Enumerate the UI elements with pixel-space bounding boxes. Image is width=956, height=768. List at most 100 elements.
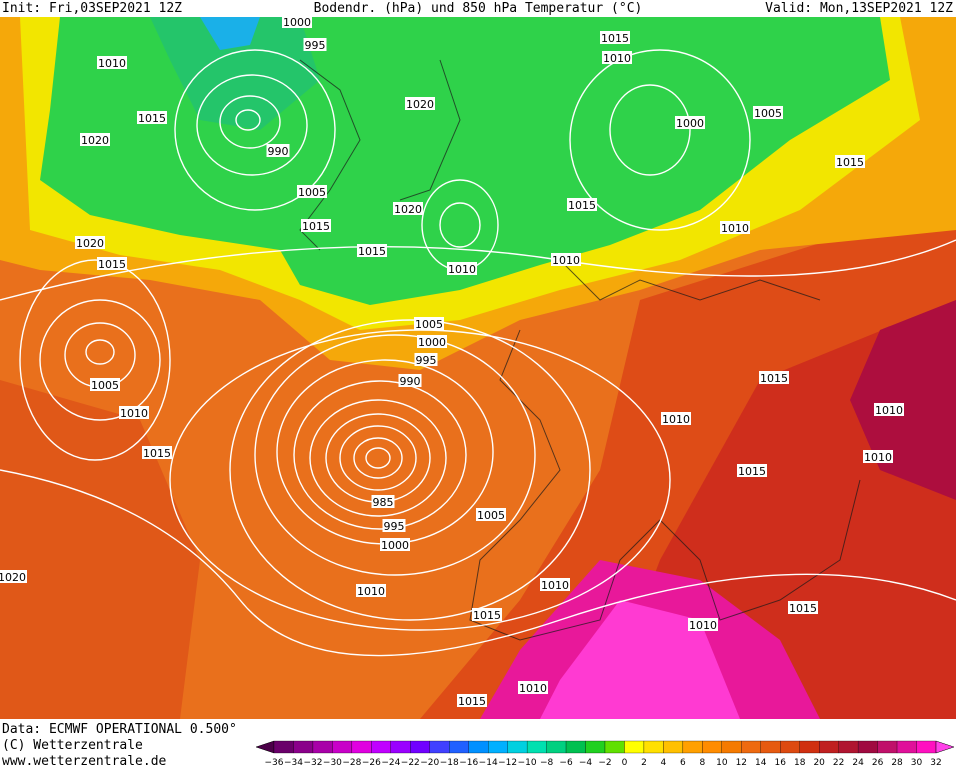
isobar-label-box (303, 38, 327, 51)
colorbar-label: 16 (775, 758, 787, 768)
isobar-label: 1005 (298, 186, 326, 199)
isobar-label: 990 (268, 145, 289, 158)
isobar-label: 1015 (473, 609, 501, 622)
colorbar-label: 18 (794, 758, 806, 768)
colorbar-swatch (565, 740, 586, 754)
colorbar-swatch (702, 740, 722, 754)
colorbar-swatch (721, 740, 742, 754)
isobar-label: 1015 (738, 465, 766, 478)
isobar-label: 1010 (120, 407, 148, 420)
isobar-label-box (97, 56, 127, 69)
isobar-label-box (357, 244, 387, 257)
isobar-label: 1010 (552, 254, 580, 267)
isobar-label: 1005 (477, 509, 505, 522)
colorbar-swatch (799, 740, 820, 754)
map-title: Bodendr. (hPa) und 850 hPa Temperatur (°… (314, 1, 643, 16)
isobar-label-box (688, 618, 718, 631)
isobar-label: 1010 (519, 682, 547, 695)
isobar-label: 990 (400, 375, 421, 388)
colorbar-label: 10 (716, 758, 728, 768)
colorbar-swatch (819, 740, 839, 754)
isobar-label: 1020 (394, 203, 422, 216)
colorbar-swatch (916, 740, 937, 754)
isobar-label-box (720, 221, 750, 234)
isobar-label-box (835, 155, 865, 168)
isobar-label-box (417, 335, 447, 348)
temp-area (200, 17, 260, 50)
isobar-label-box (737, 464, 767, 477)
colorbar: −36 −34 −32 −30 −28 −26 −24 −22 −20 −18 −16 −14 −12−… (255, 740, 955, 768)
colorbar-swatch (760, 740, 781, 754)
temp-area (150, 17, 320, 130)
isobar-label-box (567, 198, 597, 211)
colorbar-label: 2 (641, 758, 647, 768)
isobar-label-box (540, 578, 570, 591)
isobar-label-box (414, 317, 444, 330)
isobar-label-box (788, 601, 818, 614)
isobar-label: 1000 (418, 336, 446, 349)
colorbar-label: −26 (362, 758, 381, 768)
isobar-label: 1015 (358, 245, 386, 258)
colorbar-swatch (449, 740, 469, 754)
isobar-label-box (600, 31, 630, 44)
isobar-label: 1015 (789, 602, 817, 615)
colorbar-swatch (604, 740, 625, 754)
temp-area (0, 380, 200, 719)
colorbar-label: −10 (518, 758, 537, 768)
isobar-label: 1010 (689, 619, 717, 632)
colorbar-swatch (507, 740, 528, 754)
colorbar-label: 12 (736, 758, 747, 768)
isobar-label-box (137, 111, 167, 124)
website: www.wetterzentrale.de (2, 754, 167, 768)
colorbar-label: −24 (381, 758, 400, 768)
coastline (559, 259, 821, 301)
copyright: (C) Wetterzentrale (2, 738, 143, 753)
colorbar-label: 32 (930, 758, 941, 768)
colorbar-swatch (351, 740, 372, 754)
isobar-label-box (297, 185, 327, 198)
colorbar-swatch (896, 740, 917, 754)
colorbar-label: −14 (479, 758, 498, 768)
isobar-label: 1015 (568, 199, 596, 212)
isobar-label: 1015 (760, 372, 788, 385)
isobar-label: 1020 (81, 134, 109, 147)
isobar-label-box (75, 236, 105, 249)
colorbar-label: −4 (579, 758, 593, 768)
colorbar-label: −2 (598, 758, 611, 768)
colorbar-swatch (526, 740, 547, 754)
isobar-label-box (356, 584, 386, 597)
colorbar-arrow-left (255, 740, 275, 754)
colorbar-swatch (838, 740, 859, 754)
isobar-label-box (518, 681, 548, 694)
isobar-label-box (142, 446, 172, 459)
colorbar-swatch (857, 740, 878, 754)
isobar-label: 1010 (541, 579, 569, 592)
colorbar-label: 28 (891, 758, 903, 768)
isobar-label: 1010 (662, 413, 690, 426)
isobar-label-box (447, 262, 477, 275)
colorbar-label: 6 (680, 758, 686, 768)
isobar-label-box (472, 608, 502, 621)
isobar-label-box (282, 17, 312, 28)
isobar-label: 1015 (138, 112, 166, 125)
isobar-label: 1020 (76, 237, 104, 250)
colorbar-swatch (585, 740, 606, 754)
colorbar-swatch (332, 740, 353, 754)
isobar-label-box (476, 508, 506, 521)
colorbar-arrow-right (935, 740, 955, 754)
colorbar-label: 20 (813, 758, 825, 768)
colorbar-label: −28 (342, 758, 361, 768)
colorbar-swatch (643, 740, 664, 754)
isobar-label-box (602, 51, 632, 64)
colorbar-swatch (371, 740, 391, 754)
isobar-label: 1000 (283, 16, 311, 29)
colorbar-label: 0 (622, 758, 628, 768)
init-time: Init: Fri,03SEP2021 12Z (2, 1, 182, 16)
isobar-label: 1020 (406, 98, 434, 111)
isobar-label-box (380, 538, 410, 551)
colorbar-label: −8 (540, 758, 554, 768)
colorbar-swatch (488, 740, 508, 754)
isobar-label: 1015 (302, 220, 330, 233)
coastline (399, 59, 461, 201)
